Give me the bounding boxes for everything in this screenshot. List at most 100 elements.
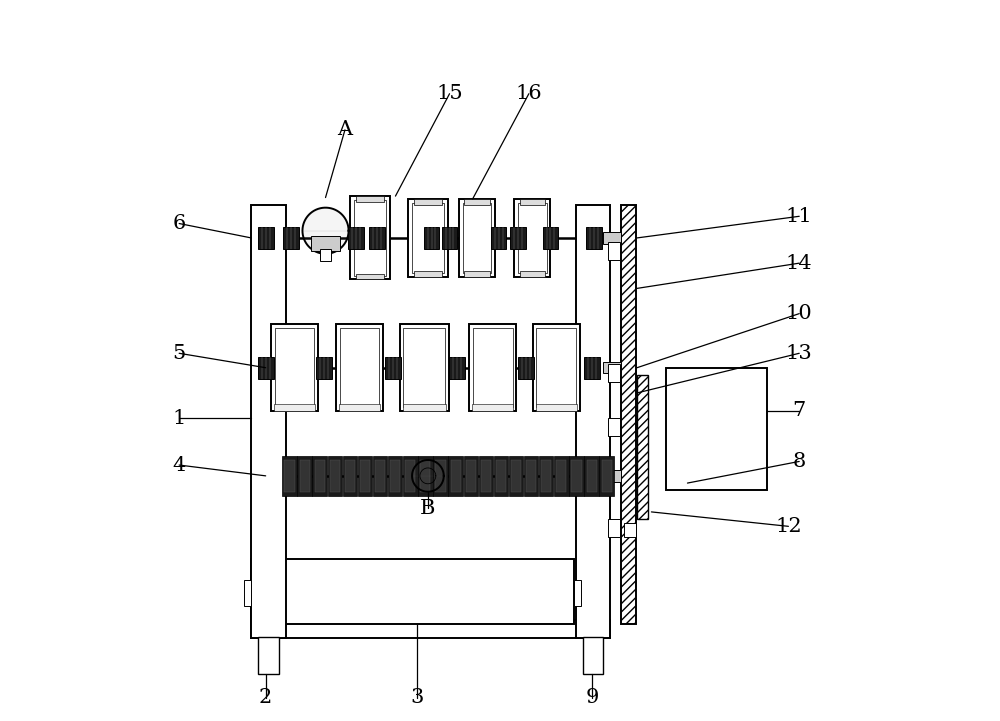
Bar	[518, 357, 534, 379]
Bar	[442, 227, 457, 249]
Bar	[574, 580, 581, 606]
Bar	[336, 324, 383, 411]
Bar	[473, 328, 513, 407]
Bar	[584, 456, 599, 496]
Bar	[390, 460, 400, 492]
Bar	[494, 456, 508, 496]
Bar	[584, 357, 600, 379]
Bar	[343, 456, 357, 496]
Bar	[312, 456, 327, 496]
Text: 13: 13	[786, 344, 813, 363]
Bar	[328, 456, 342, 496]
Bar	[369, 227, 385, 249]
Bar	[608, 242, 620, 260]
Bar	[624, 523, 636, 537]
Bar	[284, 460, 295, 492]
Bar	[533, 324, 580, 411]
Bar	[603, 362, 621, 373]
Text: 16: 16	[516, 84, 542, 103]
Text: 6: 6	[173, 214, 186, 233]
Bar	[414, 271, 442, 277]
Bar	[350, 196, 390, 279]
Text: 10: 10	[786, 304, 813, 323]
Bar	[449, 357, 465, 379]
Bar	[599, 456, 614, 496]
Bar	[400, 324, 449, 411]
Bar	[554, 456, 569, 496]
Bar	[469, 324, 516, 411]
Bar	[602, 460, 612, 492]
Bar	[282, 456, 297, 496]
Bar	[258, 227, 274, 249]
Bar	[348, 227, 364, 249]
Bar	[526, 460, 536, 492]
Bar	[375, 460, 385, 492]
Bar	[569, 456, 584, 496]
Bar	[274, 404, 315, 411]
Bar	[414, 199, 442, 205]
Bar	[356, 196, 384, 202]
Bar	[316, 357, 332, 379]
Bar	[543, 227, 558, 249]
Bar	[520, 271, 545, 277]
Bar	[608, 364, 620, 382]
Bar	[339, 404, 380, 411]
Bar	[583, 637, 603, 674]
Text: 1: 1	[172, 409, 186, 428]
Text: 8: 8	[793, 452, 806, 471]
Bar	[424, 227, 439, 249]
Bar	[524, 456, 538, 496]
Bar	[464, 271, 490, 277]
Bar	[283, 227, 299, 249]
Bar	[405, 460, 415, 492]
Bar	[275, 328, 314, 407]
Bar	[463, 203, 491, 273]
Bar	[491, 227, 506, 249]
Bar	[448, 456, 463, 496]
Text: 7: 7	[793, 402, 806, 420]
Text: 3: 3	[410, 689, 424, 707]
Bar	[571, 460, 582, 492]
Bar	[271, 324, 318, 411]
Bar	[451, 460, 461, 492]
Bar	[435, 460, 446, 492]
Bar	[479, 456, 493, 496]
Bar	[358, 456, 372, 496]
Bar	[244, 580, 251, 606]
Bar	[556, 460, 566, 492]
Bar	[510, 227, 526, 249]
Bar	[420, 460, 430, 492]
Bar	[356, 273, 384, 279]
Bar	[511, 460, 521, 492]
Text: 12: 12	[775, 517, 802, 536]
Bar	[603, 470, 621, 482]
Bar	[541, 460, 551, 492]
Bar	[464, 199, 490, 205]
Text: 5: 5	[173, 344, 186, 363]
Bar	[412, 203, 444, 273]
Bar	[373, 456, 387, 496]
Bar	[586, 227, 602, 249]
Bar	[496, 460, 506, 492]
Bar	[520, 199, 545, 205]
Text: B: B	[420, 499, 436, 518]
Bar	[315, 460, 325, 492]
Bar	[621, 205, 636, 624]
Bar	[536, 328, 576, 407]
Bar	[258, 637, 279, 674]
Bar	[320, 249, 331, 261]
Bar	[258, 357, 274, 379]
Bar	[300, 460, 310, 492]
Text: 14: 14	[786, 254, 813, 273]
Bar	[637, 375, 648, 519]
Bar	[466, 460, 476, 492]
Bar	[297, 456, 312, 496]
Bar	[311, 236, 340, 251]
Bar	[433, 456, 448, 496]
Bar	[509, 456, 523, 496]
Bar	[459, 199, 495, 277]
Text: 4: 4	[173, 456, 186, 474]
Bar	[388, 456, 402, 496]
Bar	[518, 203, 547, 273]
Bar	[385, 357, 401, 379]
